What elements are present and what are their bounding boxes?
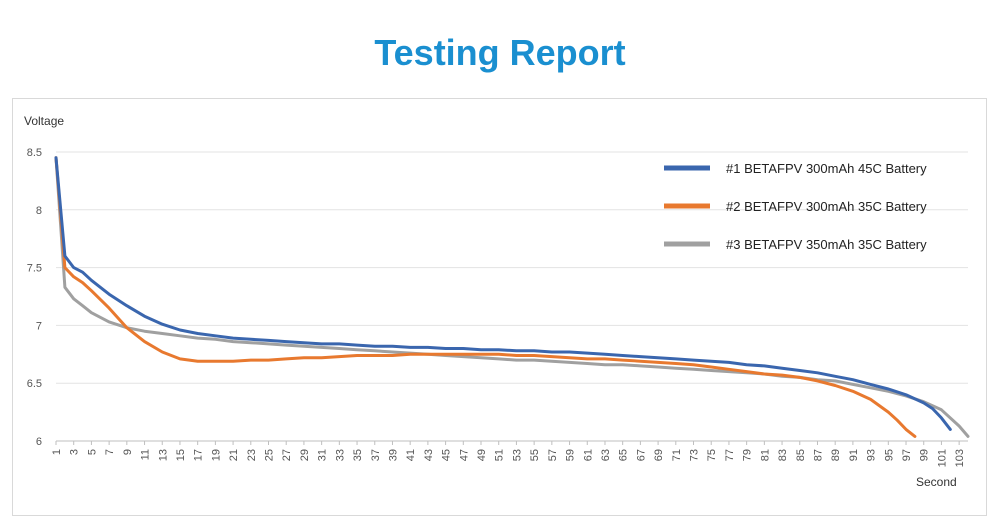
x-tick-label: 15 [175, 449, 187, 461]
legend-label-3: #3 BETAFPV 350mAh 35C Battery [726, 237, 927, 252]
x-tick-label: 25 [264, 449, 276, 461]
legend: #1 BETAFPV 300mAh 45C Battery #2 BETAFPV … [664, 161, 927, 252]
x-tick-label: 11 [140, 449, 152, 460]
x-tick-label: 83 [777, 449, 789, 461]
x-tick-label: 51 [494, 449, 506, 461]
x-tick-label: 69 [653, 449, 665, 461]
x-axis-title: Second [916, 475, 957, 489]
x-tick-label: 65 [618, 449, 630, 461]
x-tick-label: 53 [511, 449, 523, 461]
x-tick-label: 91 [848, 449, 860, 461]
x-tick-label: 87 [812, 449, 824, 461]
x-tick-label: 103 [954, 449, 966, 467]
x-tick-label: 35 [352, 449, 364, 461]
x-tick-label: 17 [193, 449, 205, 461]
x-tick-label: 33 [334, 449, 346, 461]
x-axis-ticks: 1 3 5 7 9 11 13 15 17 19 21 23 25 27 29 31 33 35 37 39 41 43 4… [51, 441, 966, 467]
x-tick-label: 85 [795, 449, 807, 461]
x-tick-label: 29 [299, 449, 311, 461]
y-tick-label: 6.5 [27, 378, 42, 390]
x-tick-label: 71 [671, 449, 683, 461]
y-axis-title: Voltage [24, 114, 64, 128]
x-tick-label: 27 [281, 449, 293, 461]
x-tick-label: 5 [86, 449, 98, 455]
y-tick-label: 7 [36, 320, 42, 332]
chart-title: Testing Report [374, 32, 626, 73]
x-tick-label: 99 [919, 449, 931, 461]
x-tick-label: 37 [370, 449, 382, 461]
x-tick-label: 23 [246, 449, 258, 461]
x-tick-label: 61 [582, 449, 594, 461]
x-tick-label: 67 [635, 449, 647, 461]
x-tick-label: 101 [936, 449, 948, 467]
series-lines [54, 156, 970, 438]
x-tick-label: 21 [228, 449, 240, 461]
x-tick-label: 59 [565, 449, 577, 461]
chart-panel [12, 98, 987, 516]
x-tick-label: 95 [883, 449, 895, 461]
x-tick-label: 97 [901, 449, 913, 461]
x-tick-label: 55 [529, 449, 541, 461]
y-tick-label: 8.5 [27, 147, 42, 159]
series-line-2 [54, 156, 917, 438]
x-tick-label: 39 [387, 449, 399, 461]
x-tick-label: 47 [458, 449, 470, 461]
x-tick-label: 19 [210, 449, 222, 461]
x-tick-label: 79 [742, 449, 754, 461]
x-tick-label: 43 [423, 449, 435, 461]
x-tick-label: 75 [706, 449, 718, 461]
x-tick-label: 7 [104, 449, 116, 455]
x-tick-label: 1 [51, 449, 63, 455]
x-tick-label: 41 [405, 449, 417, 461]
y-tick-label: 8 [36, 205, 42, 217]
legend-label-1: #1 BETAFPV 300mAh 45C Battery [726, 161, 927, 176]
x-tick-label: 77 [724, 449, 736, 461]
x-tick-label: 57 [547, 449, 559, 461]
y-tick-label: 7.5 [27, 263, 42, 275]
x-tick-label: 45 [441, 449, 453, 461]
x-tick-label: 63 [600, 449, 612, 461]
x-tick-label: 3 [69, 449, 81, 455]
x-tick-label: 13 [157, 449, 169, 461]
x-tick-label: 89 [830, 449, 842, 461]
series-line-1 [54, 156, 952, 431]
x-tick-label: 81 [759, 449, 771, 461]
x-tick-label: 31 [317, 449, 329, 461]
x-tick-label: 73 [689, 449, 701, 461]
x-tick-label: 49 [476, 449, 488, 461]
x-tick-label: 9 [122, 449, 134, 455]
legend-label-2: #2 BETAFPV 300mAh 35C Battery [726, 199, 927, 214]
y-tick-label: 6 [36, 436, 42, 448]
x-tick-label: 93 [866, 449, 878, 461]
y-axis-ticks: 6 6.5 7 7.5 8 8.5 [27, 147, 42, 448]
gridlines [56, 151, 968, 442]
